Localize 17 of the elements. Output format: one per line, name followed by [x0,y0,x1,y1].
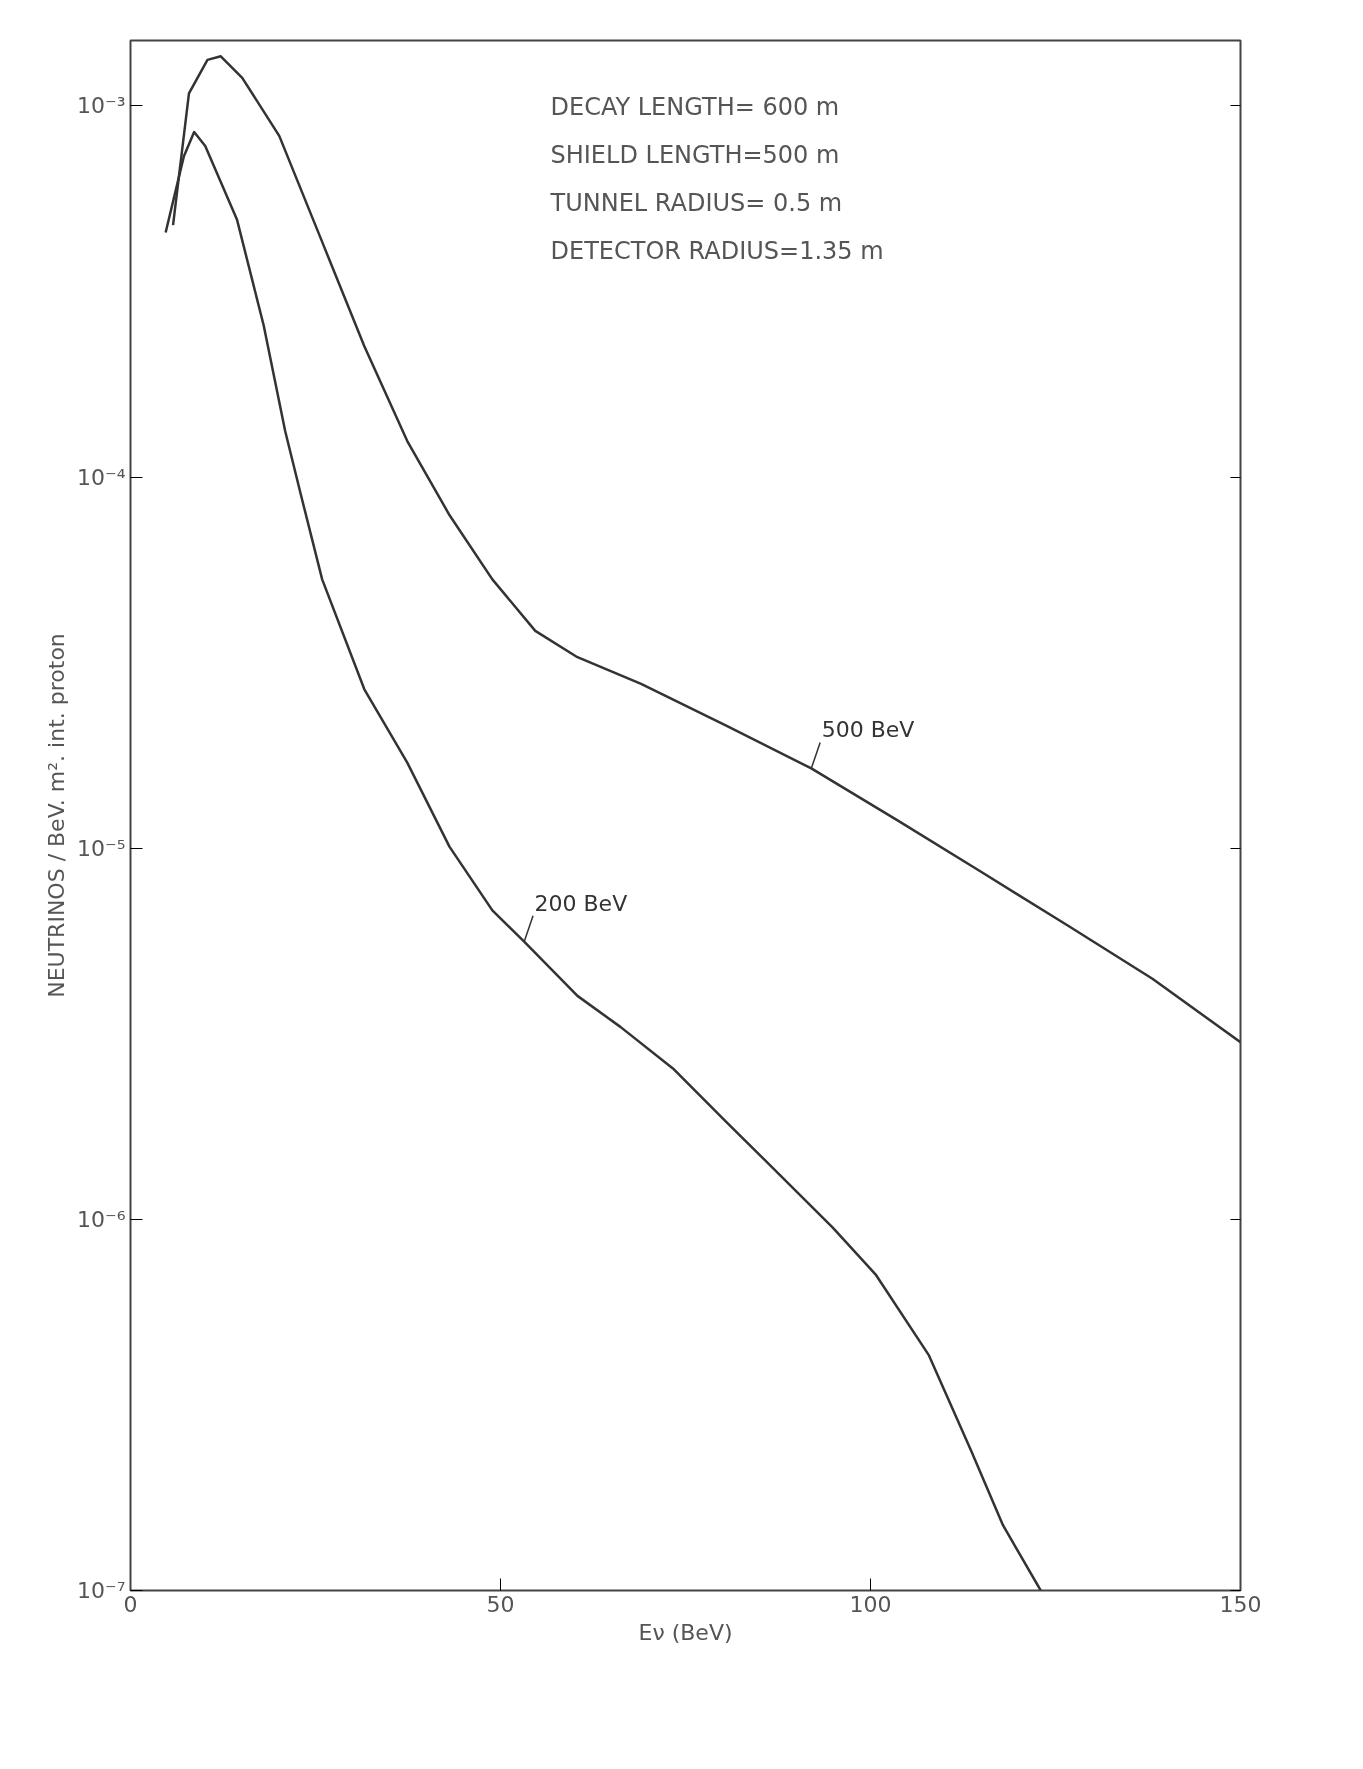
y-tick-label: 10⁻⁷ [77,1578,126,1603]
series-label: 500 BeV [821,717,915,743]
y-tick-label: 10⁻⁴ [77,464,126,490]
x-tick-label: 50 [486,1591,515,1617]
annotation: TUNNEL RADIUS= 0.5 m [549,188,843,217]
x-tick-label: 0 [123,1591,138,1617]
y-axis-title: NEUTRINOS / BeV. m². int. proton [44,633,70,998]
y-tick-label: 10⁻⁶ [77,1206,126,1232]
annotation: DETECTOR RADIUS=1.35 m [550,236,884,265]
y-tick-label: 10⁻⁵ [77,835,126,861]
y-tick-label: 10⁻³ [77,93,126,119]
x-tick-label: 150 [1219,1591,1262,1617]
x-axis-title: Eν (BeV) [638,1619,733,1645]
series-label: 200 BeV [534,890,628,916]
annotation: SHIELD LENGTH=500 m [550,140,840,169]
annotation: DECAY LENGTH= 600 m [550,92,840,121]
x-tick-label: 100 [849,1591,892,1617]
